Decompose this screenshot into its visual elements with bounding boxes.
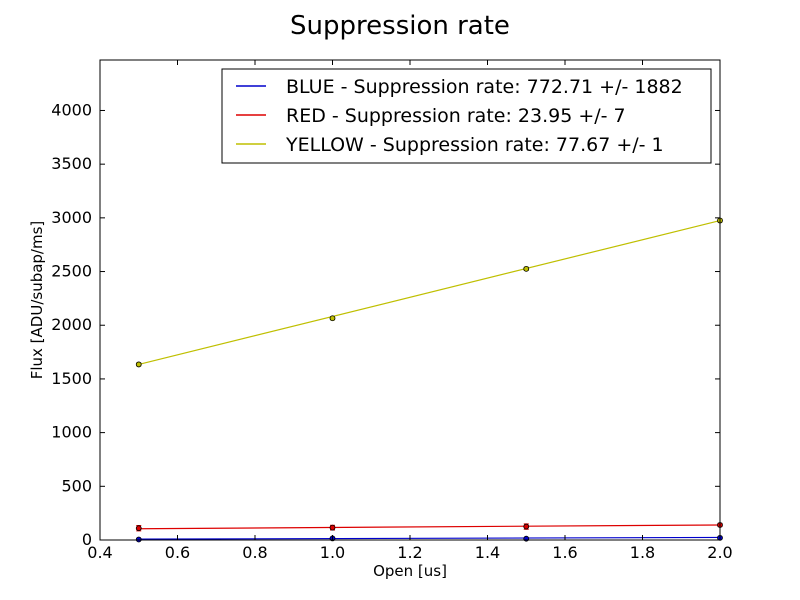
y-tick-label: 1000 [51,423,92,442]
data-point [135,525,142,532]
x-tick-label: 1.2 [397,543,422,562]
y-tick-label: 2000 [51,315,92,334]
x-tick-label: 1.0 [320,543,345,562]
x-tick-label: 2.0 [707,543,732,562]
series-line [138,219,721,366]
x-tick-label: 0.6 [165,543,190,562]
x-tick-label: 1.4 [475,543,500,562]
y-tick-label: 0 [82,530,92,549]
data-point [329,524,336,531]
data-point [329,315,336,322]
y-tick-label: 4000 [51,100,92,119]
y-tick-label: 1500 [51,369,92,388]
legend-label: YELLOW - Suppression rate: 77.67 +/- 1 [285,134,664,156]
data-point [523,265,530,272]
data-point [135,361,142,368]
y-axis-label: Flux [ADU/subap/ms] [28,221,46,380]
y-tick-label: 3500 [51,154,92,173]
x-tick-label: 1.8 [630,543,655,562]
x-axis-label: Open [us] [373,562,447,580]
legend-label: RED - Suppression rate: 23.95 +/- 7 [286,105,626,127]
data-point [523,523,530,530]
legend-label: BLUE - Suppression rate: 772.71 +/- 1882 [286,76,683,98]
y-tick-label: 2500 [51,262,92,281]
legend-box [221,68,712,164]
y-tick-label: 3000 [51,208,92,227]
data-point [135,536,142,543]
y-tick-label: 500 [61,476,92,495]
legend: BLUE - Suppression rate: 772.71 +/- 1882… [221,68,712,164]
x-tick-label: 0.4 [87,543,112,562]
chart-title: Suppression rate [290,11,510,41]
series-line [138,524,721,530]
x-tick-label: 1.6 [552,543,577,562]
x-tick-label: 0.8 [242,543,267,562]
series-line [138,536,721,540]
